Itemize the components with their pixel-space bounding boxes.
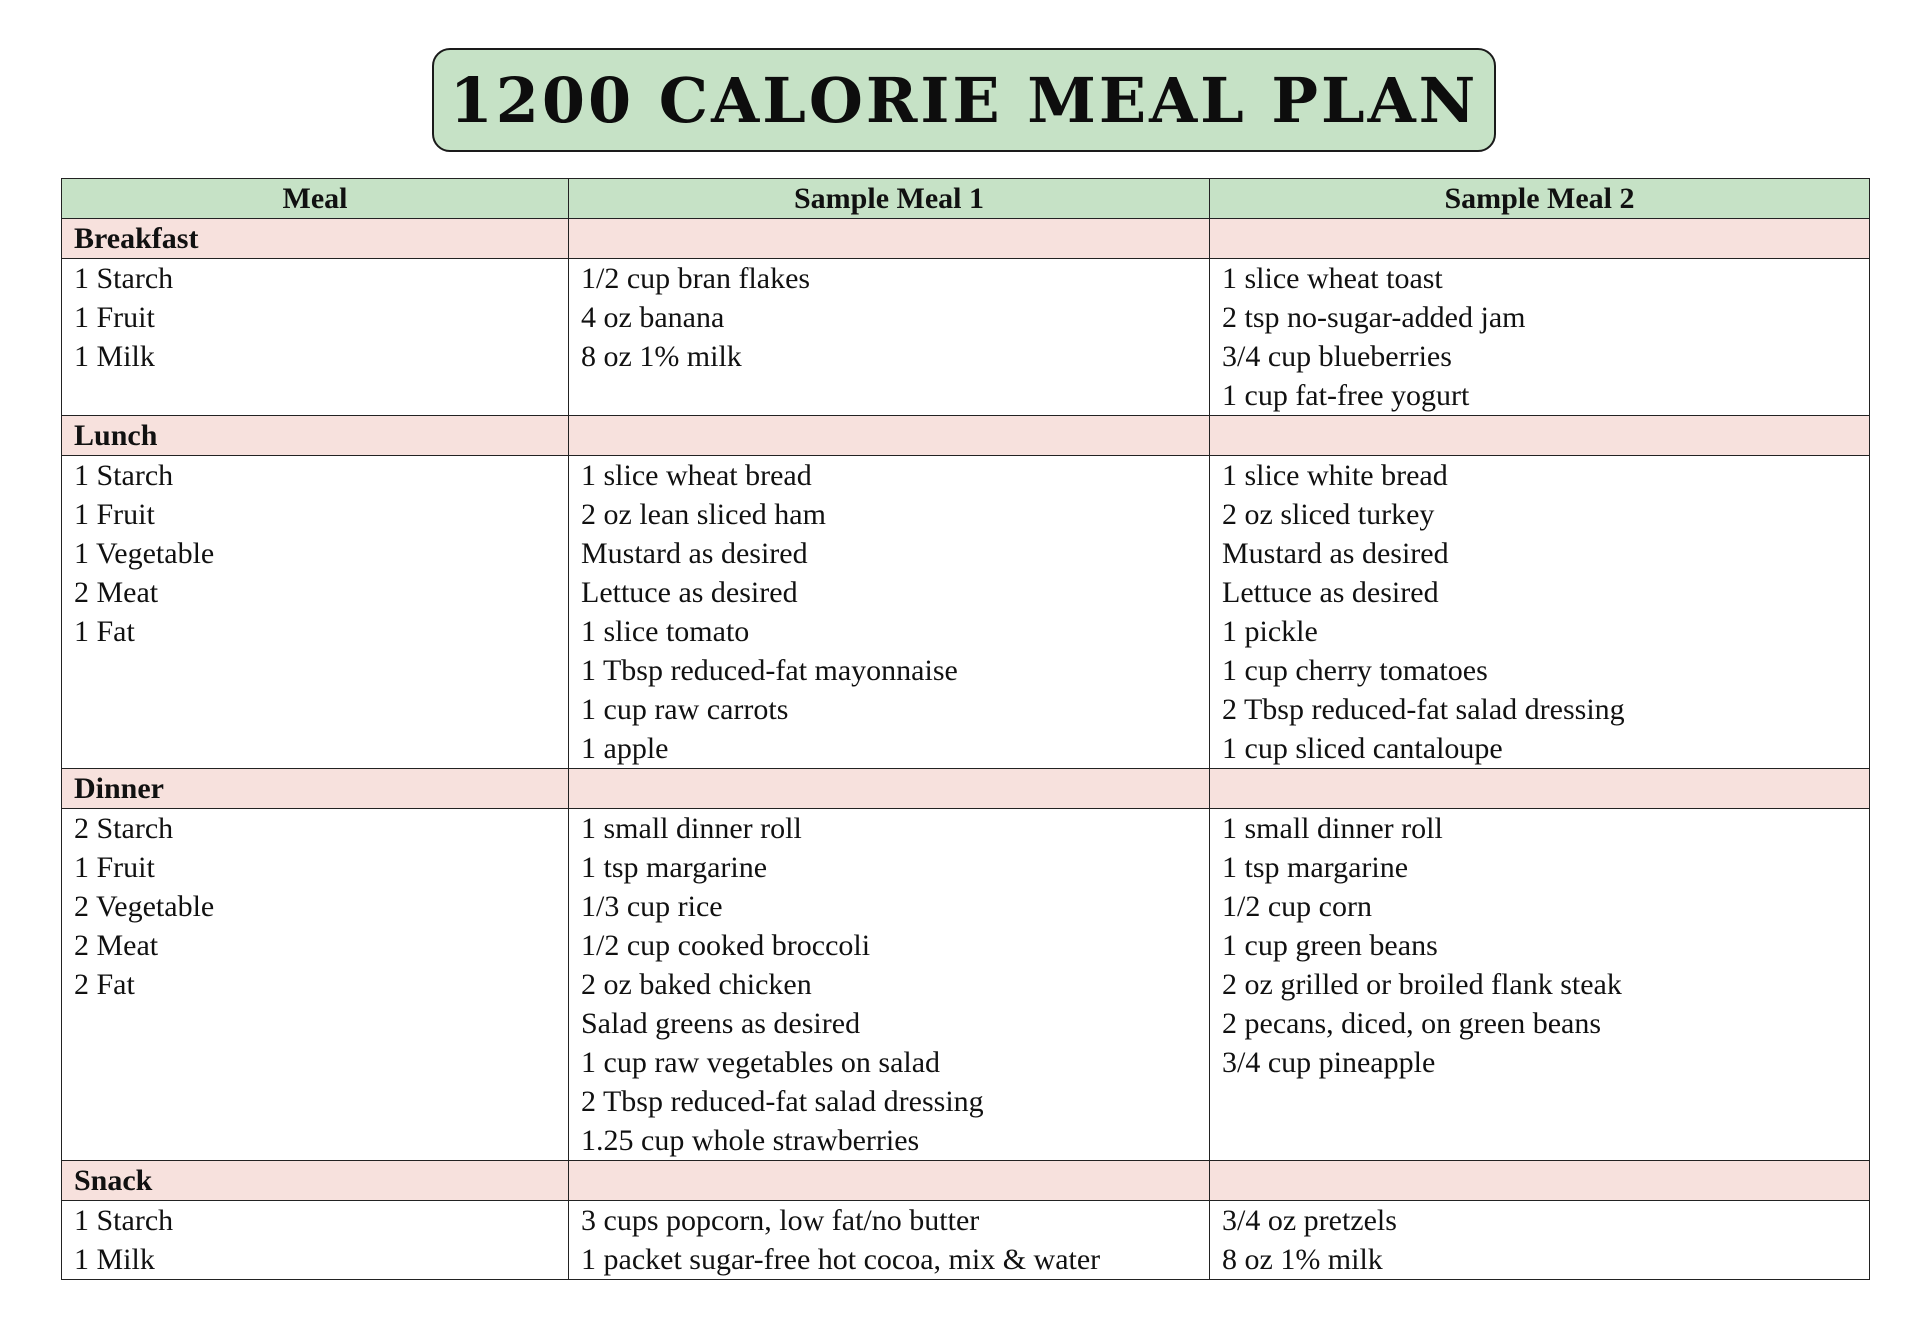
title-banner: 1200 CALORIE MEAL PLAN [432, 48, 1496, 152]
list-item: Lettuce as desired [1222, 576, 1439, 609]
section-label: Lunch [61, 415, 569, 456]
section-empty-cell [1209, 768, 1870, 809]
sample-meal-2-cell: 1 slice wheat toast 2 tsp no-sugar-added … [1209, 258, 1870, 416]
sample-meal-1-cell: 1 slice wheat bread 2 oz lean sliced ham M… [568, 455, 1210, 769]
list-item: 1/3 cup rice [581, 890, 723, 923]
section-label: Breakfast [61, 218, 569, 259]
list-item: Mustard as desired [581, 537, 808, 570]
section-empty-cell [1209, 1160, 1870, 1201]
items-row-dinner: 2 Starch 1 Fruit 2 Vegetable 2 Meat 2 Fat 1 s… [61, 808, 1870, 1161]
list-item: 2 Tbsp reduced-fat salad dressing [581, 1085, 984, 1118]
page-title: 1200 CALORIE MEAL PLAN [449, 63, 1479, 137]
list-item: 8 oz 1% milk [581, 340, 742, 373]
section-empty-cell [1209, 218, 1870, 259]
list-item: 2 Starch [74, 812, 174, 845]
list-item: 1 Fruit [74, 498, 155, 531]
list-item: 2 Meat [74, 929, 159, 962]
section-empty-cell [568, 1160, 1210, 1201]
list-item: 2 Tbsp reduced-fat salad dressing [1222, 693, 1625, 726]
list-item: 1 Vegetable [74, 537, 215, 570]
list-item: 1/2 cup corn [1222, 890, 1372, 923]
meal-exchanges-cell: 1 Starch 1 Milk [61, 1200, 569, 1280]
list-item: 1/2 cup bran flakes [581, 262, 811, 295]
list-item: 1 cup sliced cantaloupe [1222, 732, 1503, 765]
list-item: 1 slice white bread [1222, 459, 1448, 492]
section-row-breakfast: Breakfast [61, 218, 1870, 259]
items-row-breakfast: 1 Starch 1 Fruit 1 Milk 1/2 cup bran flakes… [61, 258, 1870, 416]
list-item: 1 packet sugar-free hot cocoa, mix & wat… [581, 1243, 1101, 1276]
items-row-snack: 1 Starch 1 Milk 3 cups popcorn, low fat/no… [61, 1200, 1870, 1280]
list-item: 1 Milk [74, 1243, 155, 1276]
list-item: 1 small dinner roll [1222, 812, 1443, 845]
list-item: 3 cups popcorn, low fat/no butter [581, 1204, 980, 1237]
meal-exchanges-cell: 1 Starch 1 Fruit 1 Vegetable 2 Meat 1 Fat [61, 455, 569, 769]
list-item: 2 oz baked chicken [581, 968, 812, 1001]
list-item: 2 Meat [74, 576, 159, 609]
list-item: 4 oz banana [581, 301, 725, 334]
list-item: 1 Fat [74, 615, 135, 648]
list-item: 1 slice wheat toast [1222, 262, 1443, 295]
list-item: 3/4 oz pretzels [1222, 1204, 1397, 1237]
list-item: 1 small dinner roll [581, 812, 802, 845]
list-item: Salad greens as desired [581, 1007, 861, 1040]
meal-exchanges-cell: 1 Starch 1 Fruit 1 Milk [61, 258, 569, 416]
list-item: 2 Fat [74, 968, 135, 1001]
list-item: 1 tsp margarine [1222, 851, 1409, 884]
sample-meal-2-cell: 3/4 oz pretzels 8 oz 1% milk [1209, 1200, 1870, 1280]
list-item: 2 oz lean sliced ham [581, 498, 826, 531]
list-item: 8 oz 1% milk [1222, 1243, 1383, 1276]
list-item: 3/4 cup pineapple [1222, 1046, 1436, 1079]
list-item: 2 oz sliced turkey [1222, 498, 1435, 531]
sample-meal-1-cell: 1/2 cup bran flakes 4 oz banana 8 oz 1% mi… [568, 258, 1210, 416]
list-item: 1 Starch [74, 459, 174, 492]
list-item: 2 oz grilled or broiled flank steak [1222, 968, 1622, 1001]
column-header-meal: Meal [61, 178, 569, 219]
meal-plan-body: Breakfast 1 Starch 1 Fruit 1 Milk 1/2 cup br… [61, 218, 1870, 1280]
list-item: 1 Fruit [74, 851, 155, 884]
list-item: 1 cup green beans [1222, 929, 1438, 962]
list-item: 1 cup cherry tomatoes [1222, 654, 1488, 687]
section-label: Dinner [61, 768, 569, 809]
table-header-row: Meal Sample Meal 1 Sample Meal 2 [61, 178, 1870, 219]
list-item: 1 Milk [74, 340, 155, 373]
list-item: 1 slice tomato [581, 615, 750, 648]
list-item: 2 tsp no-sugar-added jam [1222, 301, 1526, 334]
section-empty-cell [568, 415, 1210, 456]
sample-meal-2-cell: 1 small dinner roll 1 tsp margarine 1/2 cu… [1209, 808, 1870, 1161]
list-item: 2 Vegetable [74, 890, 215, 923]
column-header-sample-meal-1: Sample Meal 1 [568, 178, 1210, 219]
list-item: 2 pecans, diced, on green beans [1222, 1007, 1602, 1040]
section-empty-cell [1209, 415, 1870, 456]
list-item: 1 Tbsp reduced-fat mayonnaise [581, 654, 958, 687]
list-item: 1 slice wheat bread [581, 459, 812, 492]
sample-meal-2-cell: 1 slice white bread 2 oz sliced turkey Mus… [1209, 455, 1870, 769]
section-label: Snack [61, 1160, 569, 1201]
list-item: 1/2 cup cooked broccoli [581, 929, 871, 962]
list-item: 3/4 cup blueberries [1222, 340, 1452, 373]
list-item: 1 Fruit [74, 301, 155, 334]
meal-plan-table: Meal Sample Meal 1 Sample Meal 2 Breakfa… [61, 178, 1870, 1280]
list-item: 1 Starch [74, 1204, 174, 1237]
list-item: 1 apple [581, 732, 669, 765]
section-row-lunch: Lunch [61, 415, 1870, 456]
list-item: 1 cup raw vegetables on salad [581, 1046, 941, 1079]
section-row-dinner: Dinner [61, 768, 1870, 809]
section-empty-cell [568, 218, 1210, 259]
list-item: 1 tsp margarine [581, 851, 768, 884]
column-header-sample-meal-2: Sample Meal 2 [1209, 178, 1870, 219]
list-item: 1 pickle [1222, 615, 1318, 648]
list-item: 1 Starch [74, 262, 174, 295]
list-item: 1 cup raw carrots [581, 693, 789, 726]
list-item: Lettuce as desired [581, 576, 798, 609]
meal-exchanges-cell: 2 Starch 1 Fruit 2 Vegetable 2 Meat 2 Fat [61, 808, 569, 1161]
list-item: 1 cup fat-free yogurt [1222, 379, 1470, 412]
items-row-lunch: 1 Starch 1 Fruit 1 Vegetable 2 Meat 1 Fat 1 s… [61, 455, 1870, 769]
section-row-snack: Snack [61, 1160, 1870, 1201]
list-item: Mustard as desired [1222, 537, 1449, 570]
section-empty-cell [568, 768, 1210, 809]
list-item: 1.25 cup whole strawberries [581, 1124, 920, 1157]
sample-meal-1-cell: 3 cups popcorn, low fat/no butter 1 packe… [568, 1200, 1210, 1280]
sample-meal-1-cell: 1 small dinner roll 1 tsp margarine 1/3 cu… [568, 808, 1210, 1161]
